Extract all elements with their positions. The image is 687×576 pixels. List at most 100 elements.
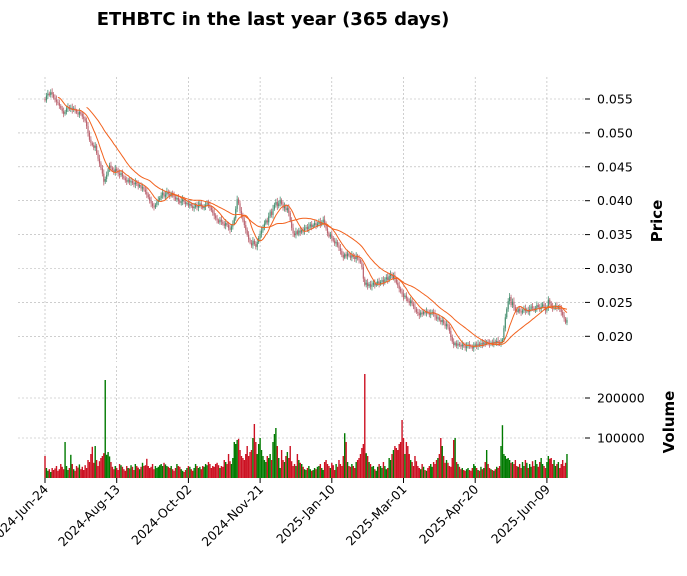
candle: [299, 226, 301, 236]
candle: [269, 209, 271, 219]
candle: [510, 294, 512, 308]
volume-bar: [415, 461, 418, 478]
volume-bar: [399, 442, 402, 478]
candle-body: [272, 208, 274, 215]
candle: [63, 107, 65, 118]
candle-body: [286, 208, 288, 211]
candle: [455, 340, 458, 349]
candle-body: [206, 202, 208, 205]
volume-bar: [441, 446, 443, 478]
candle: [223, 220, 225, 229]
volume-bar: [52, 470, 55, 478]
volume-bar: [374, 469, 376, 478]
candle-body: [239, 203, 241, 211]
volume-bar: [260, 450, 263, 478]
candle-body: [521, 310, 524, 313]
candle-body: [453, 341, 455, 346]
volume-bar: [336, 466, 339, 478]
candle: [203, 204, 205, 211]
candle-body: [519, 309, 521, 312]
price-tick-label: 0.050: [597, 125, 633, 140]
candle: [97, 150, 99, 162]
candle-body: [460, 345, 462, 347]
volume-bar: [120, 465, 122, 478]
mav-30-line: [86, 106, 568, 346]
volume-bar: [187, 466, 190, 478]
candle-body: [308, 226, 310, 230]
volume-bar: [252, 438, 254, 478]
candle-body: [507, 301, 509, 310]
candle: [509, 293, 511, 305]
candle-body: [154, 204, 157, 208]
x-tick-label: 2025-Jan-10: [273, 481, 338, 546]
price-axis-label: Price: [648, 200, 666, 243]
candle: [543, 301, 545, 311]
candle-body: [223, 223, 225, 226]
candle-body: [351, 254, 353, 258]
candle-body: [417, 311, 419, 314]
candle: [354, 253, 356, 262]
volume-bar: [148, 468, 151, 478]
candle-body: [450, 330, 452, 337]
candle-body: [212, 210, 214, 213]
volume-bar: [308, 466, 310, 478]
candle: [51, 88, 53, 98]
candle: [160, 192, 162, 201]
volume-bar: [259, 438, 261, 478]
candle: [65, 105, 68, 115]
volume-bar: [71, 464, 73, 478]
volume-bar: [290, 461, 293, 478]
candle: [358, 254, 360, 264]
candle-body: [470, 345, 472, 348]
candle-body: [391, 273, 393, 278]
candle-body: [121, 172, 124, 177]
volume-bar: [539, 462, 541, 478]
candle: [270, 208, 273, 218]
volume-bar: [354, 468, 356, 478]
volume-bar: [282, 460, 284, 478]
volume-bar: [450, 466, 452, 478]
volume-bar: [431, 466, 433, 478]
candle-body: [318, 221, 320, 224]
candle-body: [530, 306, 532, 310]
candle: [359, 258, 362, 264]
volume-bar: [44, 456, 46, 478]
candle: [384, 277, 386, 285]
candle-body: [480, 343, 482, 346]
candle: [154, 203, 157, 210]
candle: [476, 341, 478, 350]
candle: [563, 311, 565, 322]
candle: [377, 278, 379, 286]
volume-bar: [345, 442, 347, 478]
volume-bar: [173, 470, 175, 478]
candle: [71, 103, 73, 114]
candle-body: [207, 202, 210, 206]
x-tick-label: 2025-Apr-20: [416, 481, 481, 546]
volume-bar: [250, 450, 253, 478]
volume-bar: [523, 466, 525, 478]
volume-bar: [192, 470, 194, 478]
candle: [256, 238, 258, 251]
candle: [216, 214, 218, 224]
candle: [123, 174, 125, 180]
candle: [460, 342, 462, 350]
volume-bar: [392, 450, 395, 478]
candle: [411, 298, 413, 307]
volume-bar: [378, 464, 380, 478]
candle-body: [293, 233, 296, 236]
candle: [378, 277, 380, 288]
candle: [153, 202, 155, 211]
volume-bar: [372, 466, 375, 478]
volume-bar: [461, 468, 463, 478]
candle-body: [200, 203, 202, 207]
volume-bar: [293, 464, 296, 478]
volume-bar: [401, 420, 403, 478]
volume-bar: [51, 468, 53, 478]
candle-body: [226, 223, 228, 226]
candle: [445, 320, 448, 330]
candle: [260, 226, 263, 238]
candle: [249, 237, 251, 245]
candle-body: [196, 204, 198, 208]
volume-bar: [247, 456, 250, 478]
candle-body: [202, 206, 204, 209]
